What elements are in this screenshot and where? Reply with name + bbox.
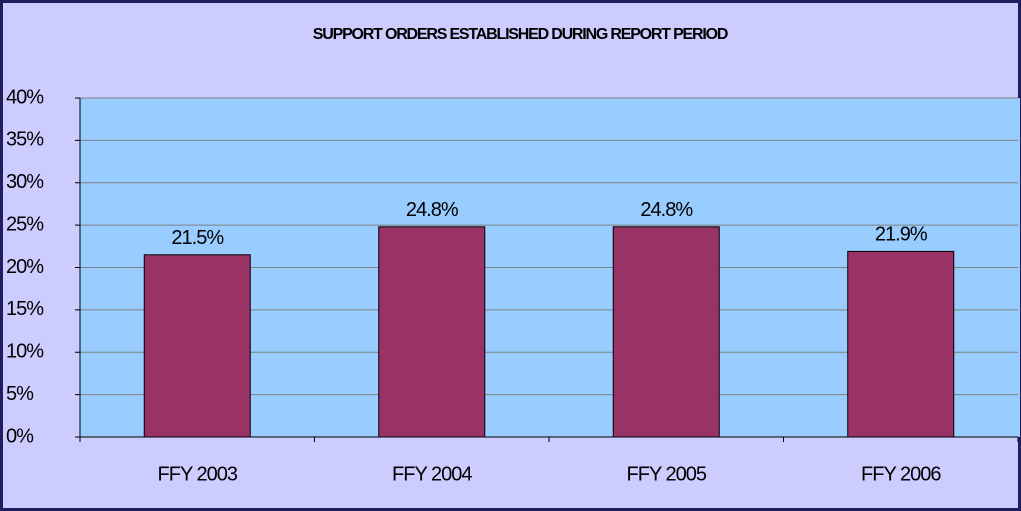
y-tick-label: 20%	[6, 256, 44, 278]
data-label: 24.8%	[406, 199, 459, 221]
data-label: 24.8%	[640, 199, 693, 221]
bar	[378, 226, 486, 438]
bar	[612, 226, 720, 438]
y-tick-label: 0%	[6, 425, 34, 447]
y-tick-label: 5%	[6, 383, 34, 405]
y-tick-label: 35%	[6, 129, 44, 151]
x-tick-label: FFY 2005	[627, 463, 707, 485]
y-tick-label: 30%	[6, 171, 44, 193]
y-tick-label: 40%	[6, 86, 44, 108]
y-tick-label: 10%	[6, 341, 44, 363]
y-tick-label: 25%	[6, 213, 44, 235]
data-label: 21.9%	[875, 224, 928, 246]
bar	[847, 250, 955, 438]
x-tick-label: FFY 2003	[158, 463, 238, 485]
chart-title: SUPPORT ORDERS ESTABLISHED DURING REPORT…	[313, 26, 728, 43]
data-label: 21.5%	[171, 227, 224, 249]
x-tick-label: FFY 2006	[861, 463, 941, 485]
y-tick-label: 15%	[6, 298, 44, 320]
bar	[143, 254, 251, 438]
x-tick-label: FFY 2004	[392, 463, 472, 485]
